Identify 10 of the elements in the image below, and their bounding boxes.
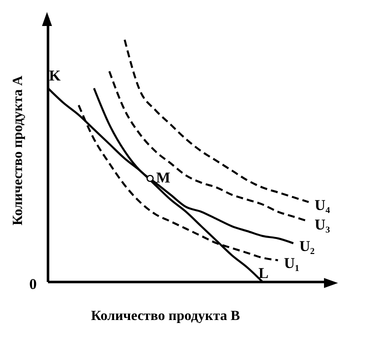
series-label: U₁	[284, 256, 300, 272]
text: 0	[29, 277, 37, 293]
annotation: L	[258, 266, 268, 282]
y-axis-title: Количество продукта A	[11, 74, 26, 226]
x-axis-title: Количество продукта B	[90, 309, 240, 324]
series-label: U₂	[299, 239, 316, 256]
series-label: U₄	[314, 198, 330, 214]
series-label: U₃	[314, 217, 330, 234]
annotation: M	[156, 170, 170, 186]
annotation: K	[49, 68, 61, 85]
